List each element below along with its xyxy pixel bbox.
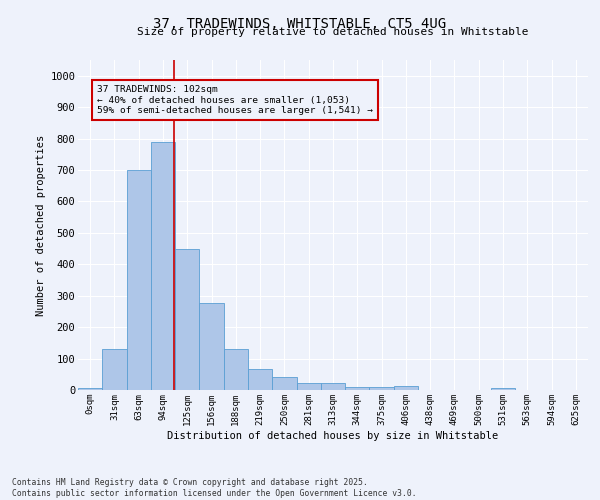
Y-axis label: Number of detached properties: Number of detached properties (36, 134, 46, 316)
Bar (127, 170, 151, 390)
Bar (272, 378, 296, 390)
X-axis label: Distribution of detached houses by size in Whitstable: Distribution of detached houses by size … (167, 430, 499, 440)
Bar (78, 388, 102, 390)
Bar (199, 302, 224, 390)
Bar (491, 388, 515, 390)
Bar (321, 383, 345, 390)
Bar (370, 387, 394, 390)
Bar (394, 386, 418, 390)
Bar (224, 349, 248, 390)
Title: Size of property relative to detached houses in Whitstable: Size of property relative to detached ho… (137, 27, 529, 37)
Bar (175, 248, 199, 390)
Text: Contains HM Land Registry data © Crown copyright and database right 2025.
Contai: Contains HM Land Registry data © Crown c… (12, 478, 416, 498)
Text: 37, TRADEWINDS, WHITSTABLE, CT5 4UG: 37, TRADEWINDS, WHITSTABLE, CT5 4UG (154, 18, 446, 32)
Bar (296, 383, 321, 390)
Bar (345, 387, 370, 390)
Text: 37 TRADEWINDS: 102sqm
← 40% of detached houses are smaller (1,053)
59% of semi-d: 37 TRADEWINDS: 102sqm ← 40% of detached … (97, 85, 373, 115)
Bar (102, 349, 127, 390)
Bar (248, 368, 272, 390)
Bar (151, 142, 175, 390)
